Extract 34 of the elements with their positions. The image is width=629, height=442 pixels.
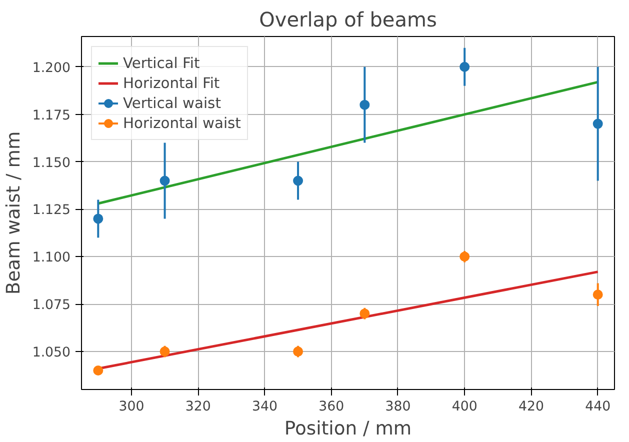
legend-label: Horizontal Fit [123, 74, 220, 92]
y-tick-label: 1.150 [32, 156, 70, 171]
point [592, 118, 603, 129]
point [93, 214, 104, 224]
y-tick-label: 1.075 [32, 298, 70, 314]
x-tick-label: 300 [118, 400, 144, 414]
point [360, 100, 370, 110]
y-tick-label: 1.100 [32, 250, 70, 266]
x-tick-label: 380 [385, 400, 411, 414]
x-tick-label: 320 [185, 400, 211, 414]
point [460, 252, 470, 262]
y-axis-title: Beam waist / mm [3, 131, 24, 295]
chart-title: Overlap of beams [259, 8, 437, 32]
point [93, 366, 104, 376]
point [293, 176, 304, 186]
point [460, 62, 470, 72]
x-tick-label: 400 [452, 400, 478, 414]
legend-label: Vertical Fit [123, 54, 200, 72]
point [360, 308, 370, 319]
y-tick-label: 1.050 [32, 346, 70, 361]
x-axis-title: Position / mm [284, 418, 412, 440]
point [160, 176, 170, 186]
point [592, 290, 603, 300]
y-tick-label: 1.175 [32, 108, 70, 124]
x-tick-label: 340 [252, 400, 278, 414]
x-tick-label: 360 [318, 400, 344, 414]
point [160, 346, 170, 357]
y-tick-label: 1.125 [32, 203, 70, 218]
point [293, 346, 304, 357]
x-tick-label: 440 [585, 400, 611, 414]
y-tick-label: 1.200 [32, 60, 70, 76]
x-tick-label: 420 [518, 400, 544, 414]
legend-label: Horizontal waist [123, 114, 241, 132]
legend-label: Vertical waist [123, 94, 221, 112]
